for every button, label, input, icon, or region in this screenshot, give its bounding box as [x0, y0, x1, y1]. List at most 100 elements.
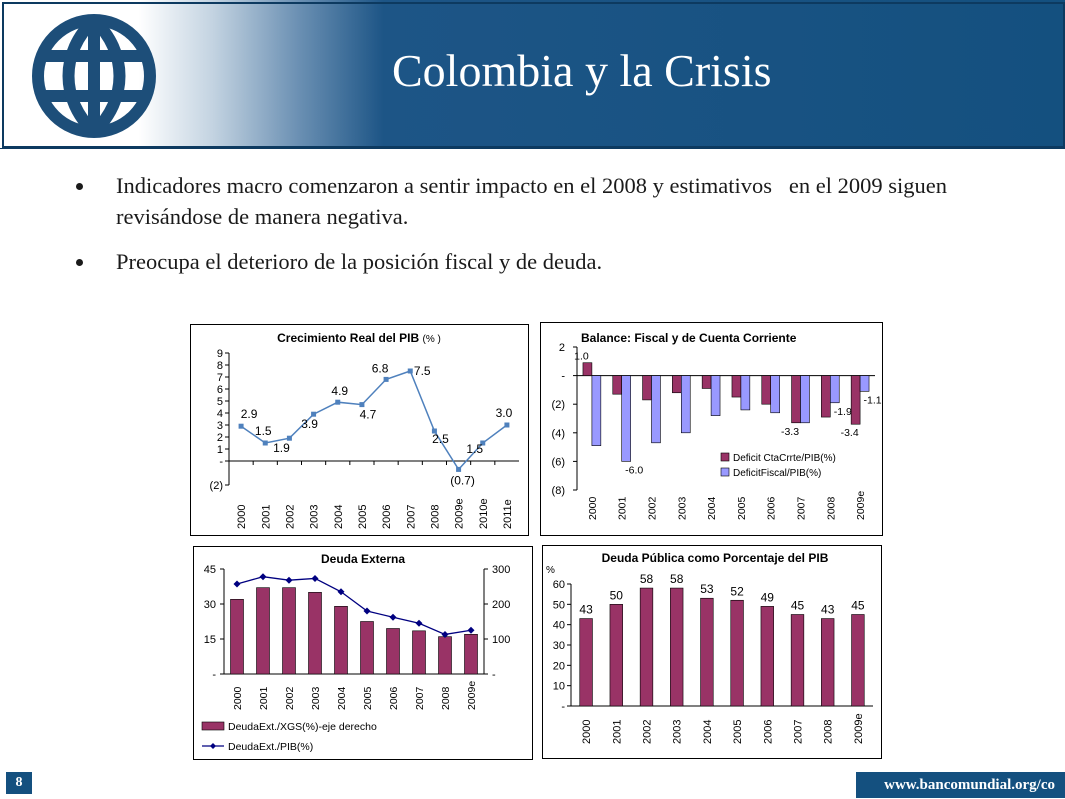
legend-label: Deficit CtaCrrte/PIB(%) — [733, 453, 836, 464]
data-label: 1.0 — [574, 351, 589, 363]
x-tick-label: 2000 — [236, 505, 248, 529]
data-point — [407, 368, 413, 374]
x-tick-label: 2000 — [587, 496, 599, 520]
data-label: 2.9 — [241, 407, 258, 421]
y-tick-label: 10 — [553, 681, 565, 693]
x-tick-label: 2000 — [581, 720, 593, 744]
bar — [859, 375, 870, 392]
bullet-dot-icon — [76, 259, 83, 266]
x-tick-label: 2004 — [702, 720, 714, 744]
data-point — [359, 402, 365, 408]
data-label: 50 — [610, 588, 624, 602]
data-label: 58 — [670, 572, 684, 586]
bar — [412, 630, 426, 675]
data-point — [286, 435, 292, 441]
series-line — [236, 576, 472, 636]
data-label: -6.0 — [625, 464, 643, 476]
x-tick-label: 2005 — [736, 496, 748, 520]
bar — [851, 614, 865, 707]
y-tick-label: 4 — [217, 408, 223, 420]
data-point — [262, 440, 268, 446]
x-tick-label: 2005 — [362, 686, 374, 710]
bar — [579, 618, 593, 707]
data-point — [415, 619, 423, 627]
y-tick-label: 8 — [217, 360, 223, 372]
header-frame — [2, 2, 1065, 148]
data-label: 1.9 — [273, 441, 290, 455]
bar — [612, 375, 623, 395]
legend-label: DeudaExt./XGS(%)-eje derecho — [228, 721, 377, 733]
bar — [642, 375, 652, 401]
world-bank-globe-icon — [32, 14, 156, 138]
legend-label: DeficitFiscal/PIB(%) — [733, 468, 821, 479]
bar — [800, 375, 810, 424]
bar — [360, 621, 374, 675]
y-axis-label: % — [546, 565, 555, 576]
x-tick-label: 2005 — [732, 720, 744, 744]
y-tick-label: 6 — [217, 384, 223, 396]
x-tick-label: 2004 — [706, 496, 718, 520]
data-point — [337, 588, 345, 596]
bar — [710, 375, 721, 416]
data-point — [441, 630, 449, 638]
bar — [308, 592, 322, 675]
data-point — [456, 466, 462, 472]
y-tick-label: 45 — [204, 564, 216, 576]
header-band: Colombia y la Crisis — [0, 0, 1065, 149]
y-tick-label: (4) — [552, 428, 565, 440]
footer-url-link[interactable]: www.bancomundial.org/co — [856, 772, 1065, 798]
bar — [821, 618, 835, 707]
bar — [761, 375, 771, 405]
legend-label: DeudaExt./PIB(%) — [228, 741, 313, 753]
x-tick-label: 2002 — [642, 720, 654, 744]
chart-gdp-growth: Crecimiento Real del PIB (% ) 9 8 7 6 5 4 3 2 1- (… — [190, 324, 529, 536]
chart-fiscal-balance-svg: Balance: Fiscal y de Cuenta Corriente 2 - (… — [552, 331, 882, 520]
y-tick-label: 30 — [553, 640, 565, 652]
bar — [464, 634, 478, 675]
y-tick-label: 15 — [204, 634, 216, 646]
x-tick-label: 2003 — [309, 505, 321, 529]
bar — [438, 636, 452, 675]
chart-title: Deuda Pública como Porcentaje del PIB — [602, 551, 829, 565]
y-tick-label: 3 — [217, 420, 223, 432]
chart-external-debt: Deuda Externa 45 30 15 - 300 200 100 - 2000 2001 20… — [193, 546, 533, 760]
y-tick-label: 2 — [217, 432, 223, 444]
data-point — [467, 626, 475, 634]
x-tick-label: 2007 — [414, 686, 426, 710]
bar — [829, 375, 840, 404]
bar — [730, 599, 744, 707]
x-tick-label: 2009e — [466, 681, 478, 710]
bar — [639, 587, 654, 707]
x-tick-label: 2004 — [333, 505, 345, 529]
x-tick-label: 2008 — [440, 686, 452, 710]
data-point — [259, 573, 267, 581]
chart-title: Deuda Externa — [321, 552, 405, 566]
data-point — [389, 613, 397, 621]
bullet-text: Indicadores macro comenzaron a sentir im… — [116, 173, 953, 229]
chart-title: Crecimiento Real del PIB (% ) — [277, 331, 441, 345]
y-tick-label: 2 — [559, 342, 565, 354]
x-tick-label: 2007 — [793, 720, 805, 744]
data-point — [311, 574, 319, 582]
chart-fiscal-balance: Balance: Fiscal y de Cuenta Corriente 2 - (… — [540, 322, 883, 536]
data-label: 52 — [730, 584, 744, 598]
x-tick-label: 2002 — [284, 505, 296, 529]
legend-swatch — [720, 452, 730, 462]
data-label: -3.4 — [841, 427, 859, 439]
bar — [731, 375, 742, 398]
x-tick-label: 2000 — [232, 686, 244, 710]
y2-tick-label: - — [492, 669, 496, 681]
data-label: 45 — [791, 599, 805, 613]
y-tick-label: 9 — [217, 348, 223, 360]
data-point — [335, 399, 341, 405]
data-label: 1.5 — [466, 442, 483, 456]
x-tick-label: 2006 — [388, 686, 400, 710]
y-tick-label: 30 — [204, 599, 216, 611]
bar — [609, 604, 623, 707]
x-tick-label: 2011e — [502, 499, 514, 529]
data-label: -1.1 — [864, 394, 882, 406]
bar — [850, 375, 861, 425]
bar — [582, 362, 593, 376]
data-label: 4.9 — [331, 384, 348, 398]
